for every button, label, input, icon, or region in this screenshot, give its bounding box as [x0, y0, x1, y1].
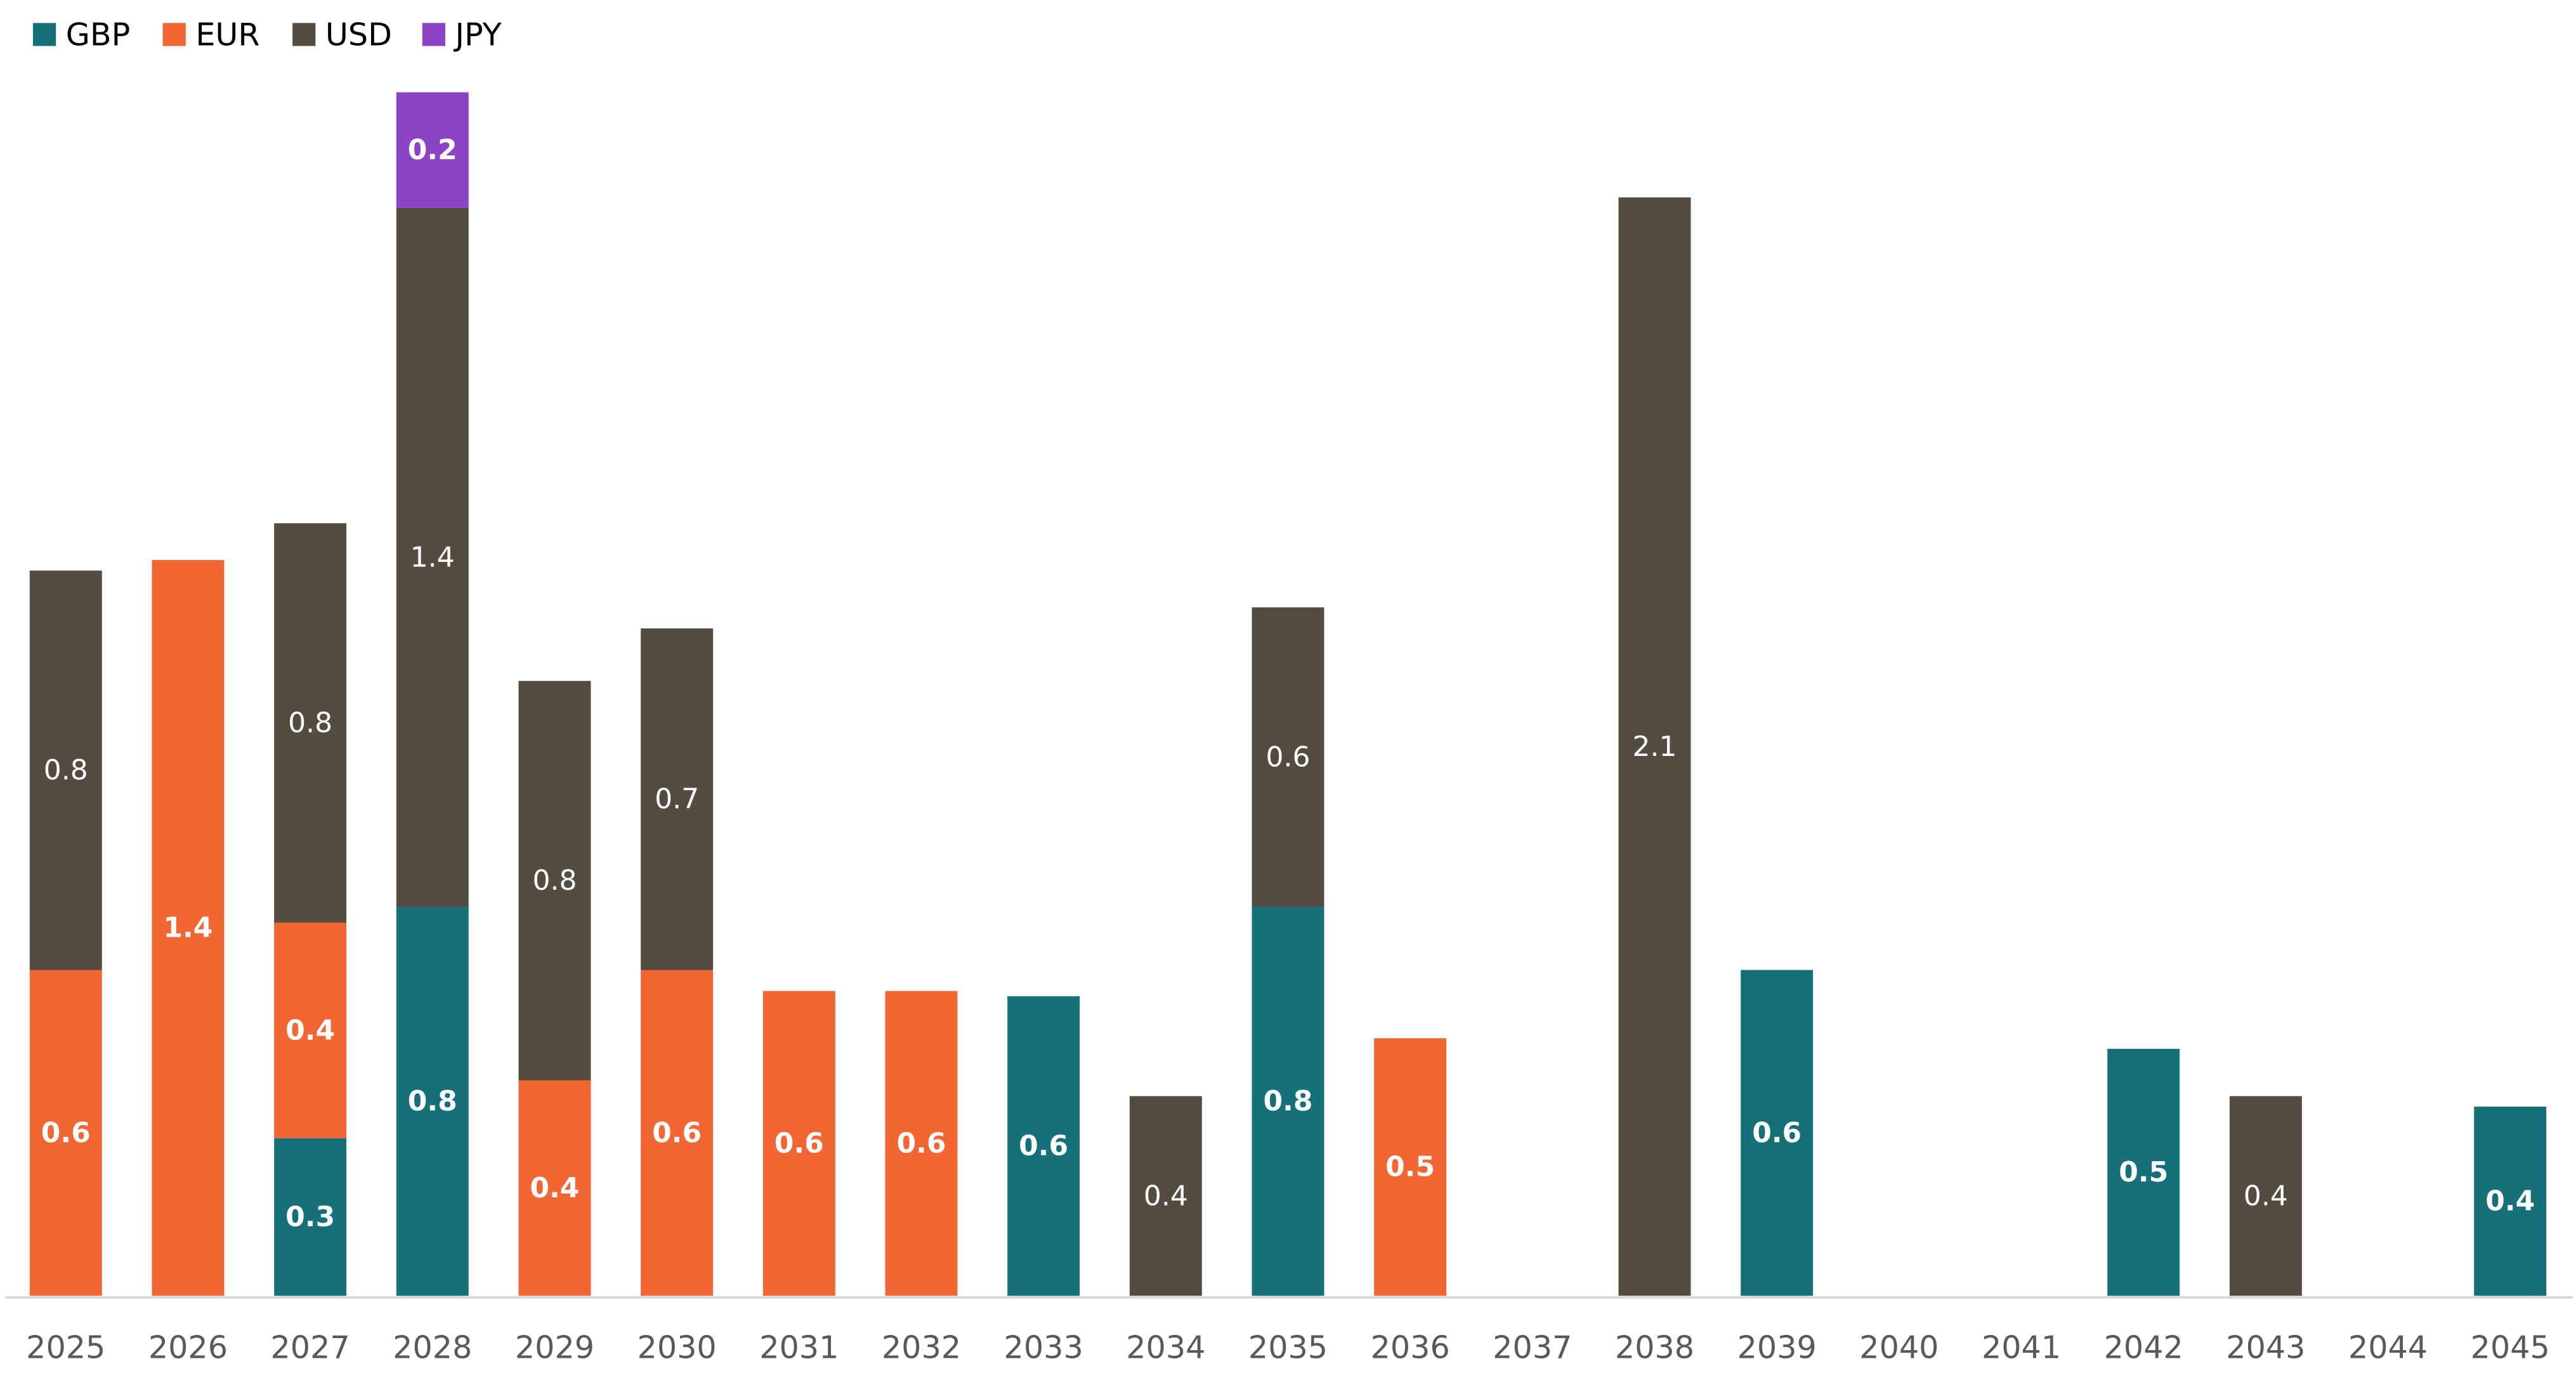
data-label-usd-2028: 1.4 [410, 541, 455, 573]
x-tick-label: 2030 [637, 1329, 717, 1366]
bar-gbp-2033 [1007, 996, 1080, 1296]
data-label-usd-2029: 0.8 [532, 864, 577, 897]
bar-jpy-2028 [396, 92, 469, 208]
legend-label-eur: EUR [195, 16, 259, 53]
bar-eur-2036 [1374, 1038, 1447, 1296]
bar-eur-2029 [518, 1080, 591, 1296]
data-label-usd-2034: 0.4 [1144, 1180, 1188, 1212]
bar-usd-2029 [518, 680, 591, 1081]
data-label-eur-2025: 0.6 [41, 1117, 91, 1149]
bar-usd-2028 [396, 207, 469, 908]
x-tick-label: 2045 [2471, 1329, 2550, 1366]
x-tick-label: 2037 [1493, 1329, 1572, 1366]
data-label-gbp-2027: 0.3 [285, 1201, 335, 1233]
x-tick-label: 2042 [2104, 1329, 2183, 1366]
data-label-usd-2038: 2.1 [1633, 731, 1677, 763]
bar-gbp-2039 [1741, 970, 1814, 1296]
bar-usd-2030 [641, 628, 714, 970]
legend-swatch-gbp [32, 23, 56, 46]
bar-usd-2027 [274, 523, 347, 923]
bar-usd-2038 [1618, 197, 1691, 1296]
bar-eur-2030 [641, 970, 714, 1296]
x-tick-label: 2039 [1737, 1329, 1817, 1366]
x-axis-ticks: 2025 2026 2027 2028 2029 2030 2031 2032 2033 2034… [26, 1329, 2550, 1366]
bar-usd-2034 [1129, 1096, 1202, 1296]
data-label-usd-2043: 0.4 [2244, 1180, 2288, 1212]
x-tick-label: 2034 [1126, 1329, 1205, 1366]
bar-usd-2043 [2229, 1096, 2302, 1296]
bar-gbp-2027 [274, 1138, 347, 1296]
data-label-usd-2030: 0.7 [655, 783, 699, 816]
bar-gbp-2028 [396, 907, 469, 1296]
x-tick-label: 2044 [2348, 1329, 2428, 1366]
x-tick-label: 2028 [393, 1329, 472, 1366]
data-label-eur-2026: 1.4 [163, 912, 212, 944]
x-tick-label: 2032 [882, 1329, 961, 1366]
bar-eur-2026 [152, 560, 225, 1296]
data-label-gbp-2028: 0.8 [408, 1085, 457, 1117]
data-label-eur-2029: 0.4 [530, 1172, 579, 1204]
data-label-eur-2031: 0.6 [775, 1127, 824, 1159]
data-label-gbp-2033: 0.6 [1019, 1130, 1068, 1162]
legend-label-usd: USD [325, 16, 392, 53]
x-tick-label: 2043 [2226, 1329, 2305, 1366]
data-label-eur-2027: 0.4 [285, 1014, 335, 1046]
data-label-gbp-2039: 0.6 [1752, 1117, 1801, 1149]
legend: GBP EUR USD JPY [32, 16, 502, 53]
legend-swatch-jpy [422, 23, 445, 46]
x-tick-label: 2036 [1371, 1329, 1450, 1366]
x-tick-label: 2027 [271, 1329, 350, 1366]
data-label-usd-2025: 0.8 [44, 754, 88, 786]
x-tick-label: 2038 [1615, 1329, 1694, 1366]
data-label-eur-2030: 0.6 [652, 1117, 702, 1149]
data-label-usd-2035: 0.6 [1265, 741, 1310, 773]
bar-gbp-2042 [2107, 1048, 2180, 1296]
bar-eur-2025 [29, 970, 102, 1296]
data-label-gbp-2042: 0.5 [2119, 1156, 2168, 1188]
bar-usd-2025 [29, 570, 102, 970]
x-tick-label: 2041 [1982, 1329, 2061, 1366]
x-tick-label: 2040 [1859, 1329, 1939, 1366]
data-label-eur-2032: 0.6 [896, 1127, 946, 1159]
data-label-usd-2027: 0.8 [288, 706, 332, 739]
x-tick-label: 2031 [759, 1329, 839, 1366]
x-tick-label: 2029 [515, 1329, 594, 1366]
legend-swatch-usd [292, 23, 316, 46]
data-label-eur-2036: 0.5 [1385, 1151, 1435, 1183]
legend-swatch-eur [162, 23, 186, 46]
data-label-jpy-2028: 0.2 [408, 134, 457, 166]
data-label-gbp-2035: 0.8 [1264, 1085, 1313, 1117]
bar-eur-2031 [762, 991, 835, 1296]
x-tick-label: 2033 [1004, 1329, 1083, 1366]
bar-gbp-2035 [1252, 907, 1324, 1296]
x-tick-label: 2026 [148, 1329, 228, 1366]
x-tick-label: 2035 [1248, 1329, 1328, 1366]
bars: 0.6 0.8 1.4 0.3 0.4 0.8 0.8 1.4 0.2 0.4 0.8 0.6 0.7 0… [29, 92, 2547, 1296]
bar-eur-2032 [885, 991, 958, 1296]
bar-usd-2035 [1252, 607, 1324, 908]
legend-label-gbp: GBP [66, 16, 131, 53]
x-tick-label: 2025 [26, 1329, 105, 1366]
legend-label-jpy: JPY [454, 16, 502, 53]
bar-gbp-2045 [2474, 1106, 2547, 1296]
data-label-gbp-2045: 0.4 [2485, 1185, 2535, 1218]
bar-eur-2027 [274, 922, 347, 1138]
